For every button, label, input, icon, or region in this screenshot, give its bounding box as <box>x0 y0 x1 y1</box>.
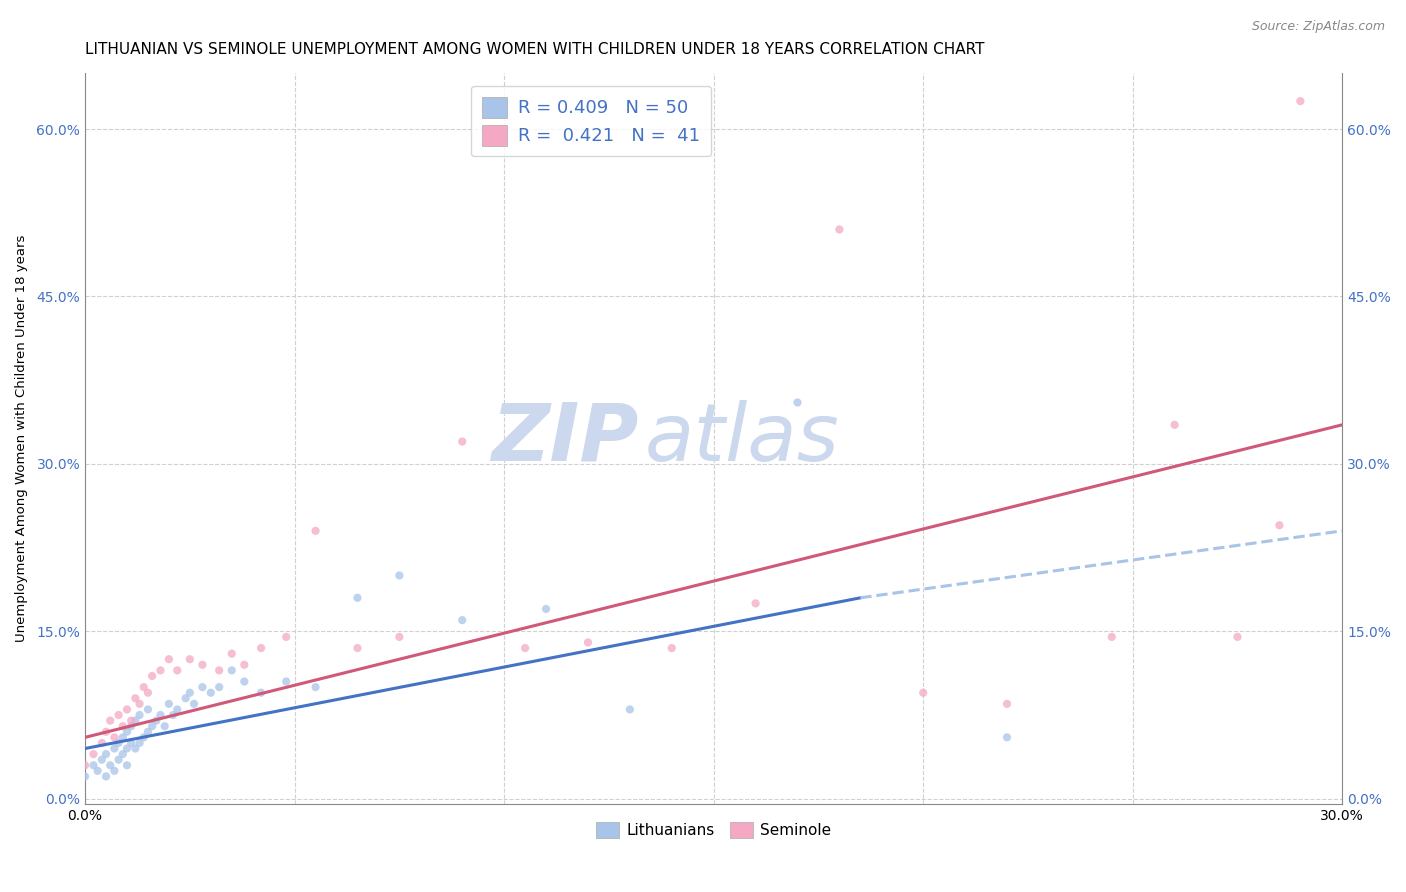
Point <box>534 602 557 616</box>
Point <box>250 686 273 700</box>
Legend: Lithuanians, Seminole: Lithuanians, Seminole <box>589 816 838 844</box>
Point <box>141 669 163 683</box>
Point <box>221 647 243 661</box>
Point <box>1101 630 1123 644</box>
Point <box>304 524 326 538</box>
Point <box>149 664 172 678</box>
Point <box>103 764 125 778</box>
Point <box>200 686 222 700</box>
Point <box>124 691 146 706</box>
Point <box>183 697 205 711</box>
Text: LITHUANIAN VS SEMINOLE UNEMPLOYMENT AMONG WOMEN WITH CHILDREN UNDER 18 YEARS COR: LITHUANIAN VS SEMINOLE UNEMPLOYMENT AMON… <box>86 42 984 57</box>
Point <box>82 758 104 772</box>
Point <box>115 702 138 716</box>
Point <box>107 708 129 723</box>
Point <box>1268 518 1291 533</box>
Point <box>744 596 766 610</box>
Text: Source: ZipAtlas.com: Source: ZipAtlas.com <box>1251 20 1385 33</box>
Point <box>174 691 197 706</box>
Point <box>103 731 125 745</box>
Point <box>120 714 142 728</box>
Point <box>136 724 159 739</box>
Point <box>136 702 159 716</box>
Point <box>111 731 134 745</box>
Point <box>828 222 851 236</box>
Point <box>90 753 112 767</box>
Point <box>208 664 231 678</box>
Point <box>346 641 368 656</box>
Point <box>145 714 167 728</box>
Point <box>191 657 214 672</box>
Point <box>103 741 125 756</box>
Point <box>221 664 243 678</box>
Point <box>136 686 159 700</box>
Point <box>513 641 536 656</box>
Point <box>233 674 256 689</box>
Point <box>128 736 150 750</box>
Point <box>191 680 214 694</box>
Point <box>451 434 474 449</box>
Point <box>276 630 298 644</box>
Point <box>86 764 108 778</box>
Point <box>107 736 129 750</box>
Point <box>111 747 134 761</box>
Point <box>111 719 134 733</box>
Point <box>995 731 1018 745</box>
Point <box>1226 630 1249 644</box>
Point <box>75 758 97 772</box>
Point <box>120 719 142 733</box>
Text: atlas: atlas <box>644 400 839 478</box>
Point <box>995 697 1018 711</box>
Point <box>94 747 117 761</box>
Point <box>619 702 641 716</box>
Point <box>1163 417 1185 432</box>
Point <box>132 680 155 694</box>
Point <box>98 714 121 728</box>
Point <box>98 758 121 772</box>
Point <box>124 741 146 756</box>
Point <box>250 641 273 656</box>
Point <box>346 591 368 605</box>
Point <box>153 719 176 733</box>
Point <box>94 724 117 739</box>
Point <box>132 731 155 745</box>
Point <box>82 747 104 761</box>
Point <box>166 664 188 678</box>
Point <box>115 724 138 739</box>
Point <box>149 708 172 723</box>
Point <box>912 686 935 700</box>
Point <box>786 395 808 409</box>
Point <box>451 613 474 627</box>
Point <box>179 686 201 700</box>
Point <box>124 714 146 728</box>
Point <box>233 657 256 672</box>
Point <box>276 674 298 689</box>
Point <box>128 697 150 711</box>
Point <box>208 680 231 694</box>
Point <box>166 702 188 716</box>
Point <box>90 736 112 750</box>
Point <box>388 630 411 644</box>
Point <box>661 641 683 656</box>
Point <box>141 719 163 733</box>
Y-axis label: Unemployment Among Women with Children Under 18 years: Unemployment Among Women with Children U… <box>15 235 28 642</box>
Point <box>107 753 129 767</box>
Text: ZIP: ZIP <box>491 400 638 478</box>
Point <box>388 568 411 582</box>
Point <box>162 708 184 723</box>
Point <box>157 652 180 666</box>
Point <box>576 635 599 649</box>
Point <box>1289 94 1312 108</box>
Point <box>157 697 180 711</box>
Point <box>128 708 150 723</box>
Point <box>120 736 142 750</box>
Point <box>94 769 117 783</box>
Point <box>179 652 201 666</box>
Point <box>115 741 138 756</box>
Point <box>304 680 326 694</box>
Point <box>115 758 138 772</box>
Point <box>75 769 97 783</box>
